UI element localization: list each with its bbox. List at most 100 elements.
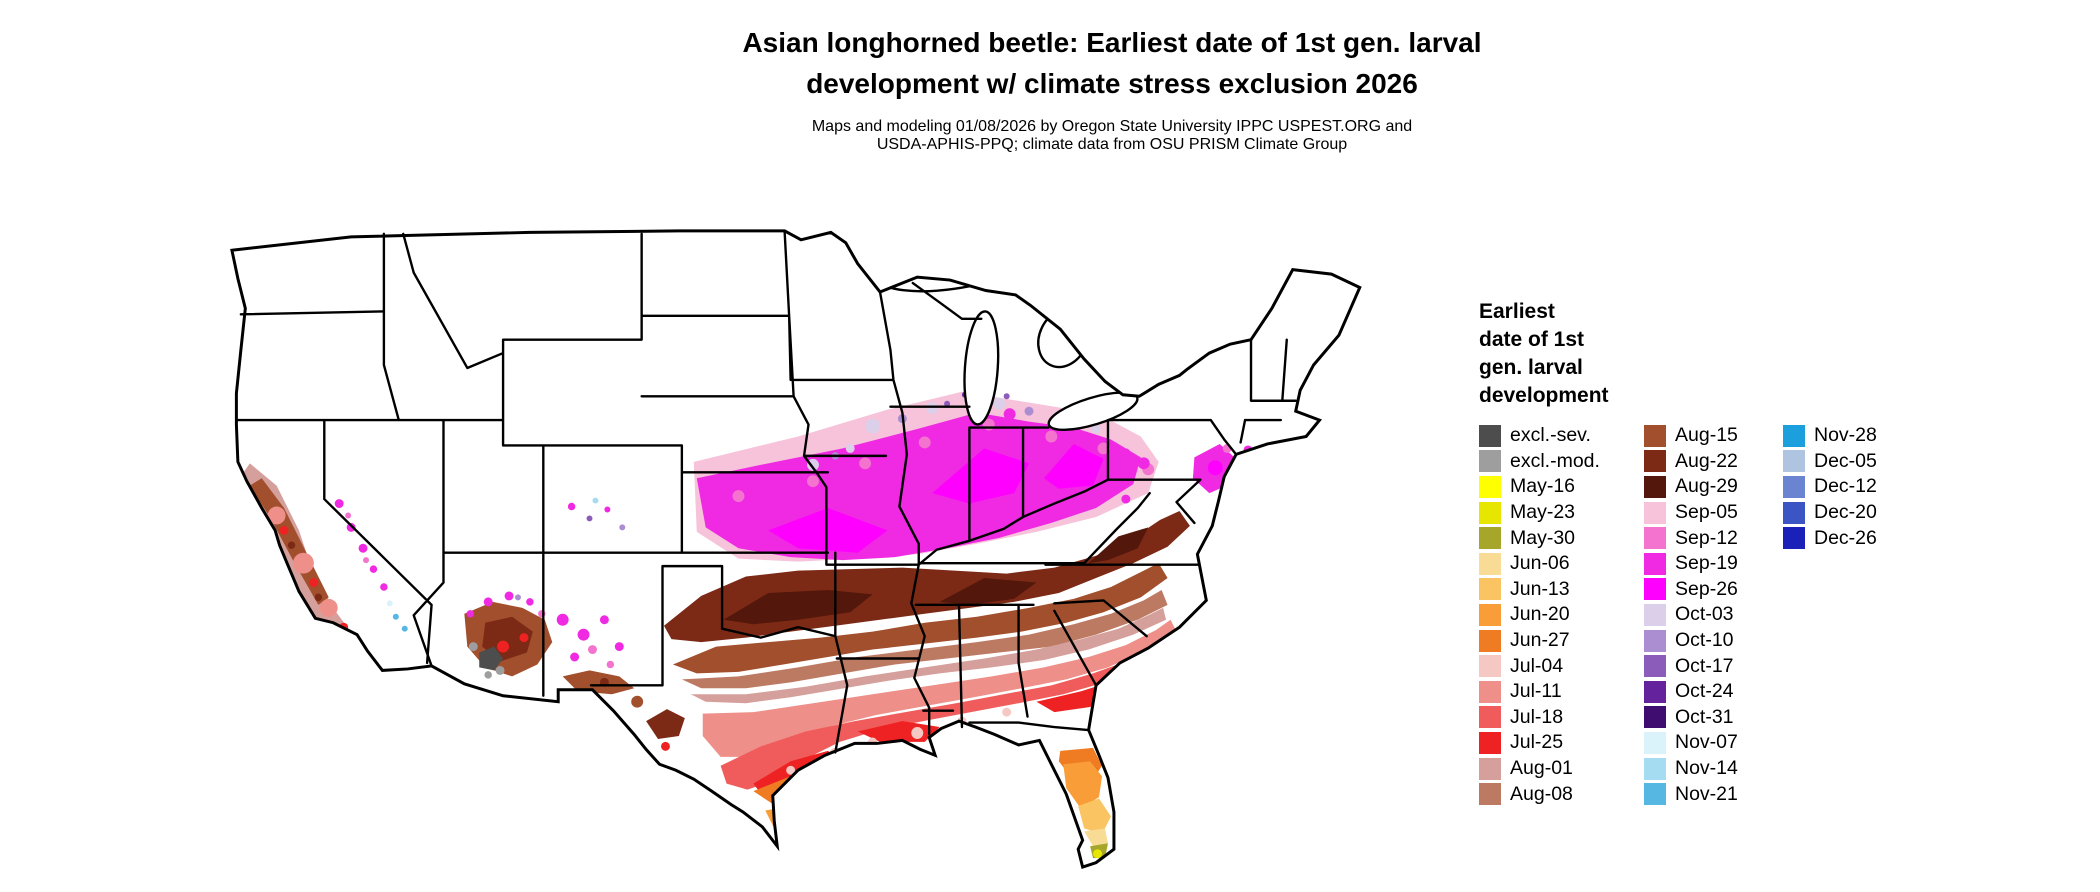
- legend-title-line4: development: [1479, 384, 1609, 407]
- us-map-svg: [230, 229, 1362, 870]
- state-borders: [235, 231, 1297, 754]
- legend-label: excl.-sev.: [1510, 424, 1591, 447]
- legend-label: Jun-06: [1510, 552, 1570, 575]
- legend-swatch: [1479, 680, 1501, 703]
- map-fill-regions: [239, 246, 1253, 866]
- legend-title-line3: gen. larval: [1479, 356, 1583, 379]
- legend-label: Dec-05: [1814, 449, 1877, 472]
- legend-columns: excl.-sev. excl.-mod. May-16 May-23 May-30 Ju…: [1479, 423, 2059, 807]
- legend-swatch: [1644, 501, 1666, 524]
- legend-swatch: [1479, 629, 1501, 652]
- legend-label: Aug-15: [1675, 424, 1738, 447]
- legend-label: May-16: [1510, 475, 1576, 498]
- legend-swatch: [1644, 424, 1666, 447]
- legend-row: Nov-21: [1644, 781, 1783, 807]
- legend-swatch: [1644, 757, 1666, 780]
- legend-row: Jun-13: [1479, 577, 1644, 603]
- legend-swatch: [1479, 655, 1501, 678]
- page-subtitle-line1: Maps and modeling 01/08/2026 by Oregon S…: [811, 118, 1413, 135]
- header: Asian longhorned beetle: Earliest date o…: [62, 22, 2100, 170]
- us-outline: [230, 229, 1362, 870]
- legend-row: Sep-19: [1644, 551, 1783, 577]
- legend-label: Sep-19: [1675, 552, 1738, 575]
- legend-row: Jul-04: [1479, 653, 1644, 679]
- legend-row: Dec-12: [1783, 474, 1948, 500]
- legend-label: Aug-01: [1510, 757, 1573, 780]
- legend-row: Aug-29: [1644, 474, 1783, 500]
- legend-row: Jul-18: [1479, 705, 1644, 731]
- legend-row: excl.-sev.: [1479, 423, 1644, 449]
- legend-label: Nov-14: [1675, 757, 1738, 780]
- legend-label: Jun-13: [1510, 577, 1570, 600]
- legend-label: Jul-25: [1510, 731, 1564, 754]
- legend-row: Aug-08: [1479, 781, 1644, 807]
- legend-label: Dec-20: [1814, 501, 1877, 524]
- legend-row: Nov-07: [1644, 730, 1783, 756]
- legend-swatch: [1783, 424, 1805, 447]
- legend-swatch: [1644, 680, 1666, 703]
- legend-label: Jun-20: [1510, 603, 1570, 626]
- legend-swatch: [1479, 475, 1501, 498]
- legend-swatch: [1644, 706, 1666, 729]
- legend-row: Aug-15: [1644, 423, 1783, 449]
- legend-row: Jul-25: [1479, 730, 1644, 756]
- legend-swatch: [1644, 475, 1666, 498]
- legend-row: Dec-20: [1783, 500, 1948, 526]
- legend-label: Aug-29: [1675, 475, 1738, 498]
- legend-title-line2: date of 1st: [1479, 328, 1585, 351]
- legend-swatch: [1479, 501, 1501, 524]
- legend-swatch: [1644, 655, 1666, 678]
- legend-swatch: [1479, 450, 1501, 473]
- region-california: [239, 463, 408, 668]
- legend-row: Oct-17: [1644, 653, 1783, 679]
- page-title-line2: development w/ climate stress exclusion …: [806, 68, 1418, 99]
- us-map: [214, 216, 1406, 879]
- legend-swatch: [1783, 501, 1805, 524]
- legend-label: Aug-22: [1675, 449, 1738, 472]
- legend-swatch: [1479, 424, 1501, 447]
- legend-row: Jun-20: [1479, 602, 1644, 628]
- legend-label: Jun-27: [1510, 629, 1570, 652]
- legend-swatch: [1644, 552, 1666, 575]
- legend-swatch: [1644, 578, 1666, 601]
- legend-label: Nov-07: [1675, 731, 1738, 754]
- lake-michigan: [963, 310, 1000, 426]
- legend-row: Sep-12: [1644, 525, 1783, 551]
- legend-swatch: [1479, 757, 1501, 780]
- legend-swatch: [1479, 731, 1501, 754]
- legend-label: Jul-04: [1510, 654, 1564, 677]
- legend-swatch: [1644, 450, 1666, 473]
- legend-row: May-30: [1479, 525, 1644, 551]
- region-new-mexico-west-texas: [556, 613, 685, 751]
- legend-row: Oct-31: [1644, 705, 1783, 731]
- legend-row: Oct-10: [1644, 628, 1783, 654]
- legend-row: Nov-14: [1644, 756, 1783, 782]
- legend-swatch: [1783, 475, 1805, 498]
- legend-row: Dec-26: [1783, 525, 1948, 551]
- legend-label: Nov-21: [1675, 782, 1738, 805]
- legend-label: Nov-28: [1814, 424, 1877, 447]
- legend-row: Jul-11: [1479, 679, 1644, 705]
- legend-label: Oct-03: [1675, 603, 1734, 626]
- legend-swatch: [1644, 527, 1666, 550]
- legend-label: Dec-12: [1814, 475, 1877, 498]
- legend-label: Sep-26: [1675, 577, 1738, 600]
- legend-row: May-16: [1479, 474, 1644, 500]
- legend-label: Jul-11: [1510, 680, 1562, 703]
- region-florida: [1058, 747, 1111, 866]
- legend-swatch: [1644, 629, 1666, 652]
- legend-title-line1: Earliest: [1479, 300, 1555, 323]
- legend-swatch: [1479, 706, 1501, 729]
- legend-row: May-23: [1479, 500, 1644, 526]
- legend-label: Oct-31: [1675, 705, 1734, 728]
- legend-row: Sep-26: [1644, 577, 1783, 603]
- legend-row: Nov-28: [1783, 423, 1948, 449]
- legend-label: Oct-17: [1675, 654, 1734, 677]
- legend-swatch: [1479, 603, 1501, 626]
- legend-label: May-30: [1510, 526, 1576, 549]
- legend-swatch: [1644, 783, 1666, 806]
- legend-swatch: [1479, 578, 1501, 601]
- legend-row: Aug-01: [1479, 756, 1644, 782]
- legend-row: Jun-06: [1479, 551, 1644, 577]
